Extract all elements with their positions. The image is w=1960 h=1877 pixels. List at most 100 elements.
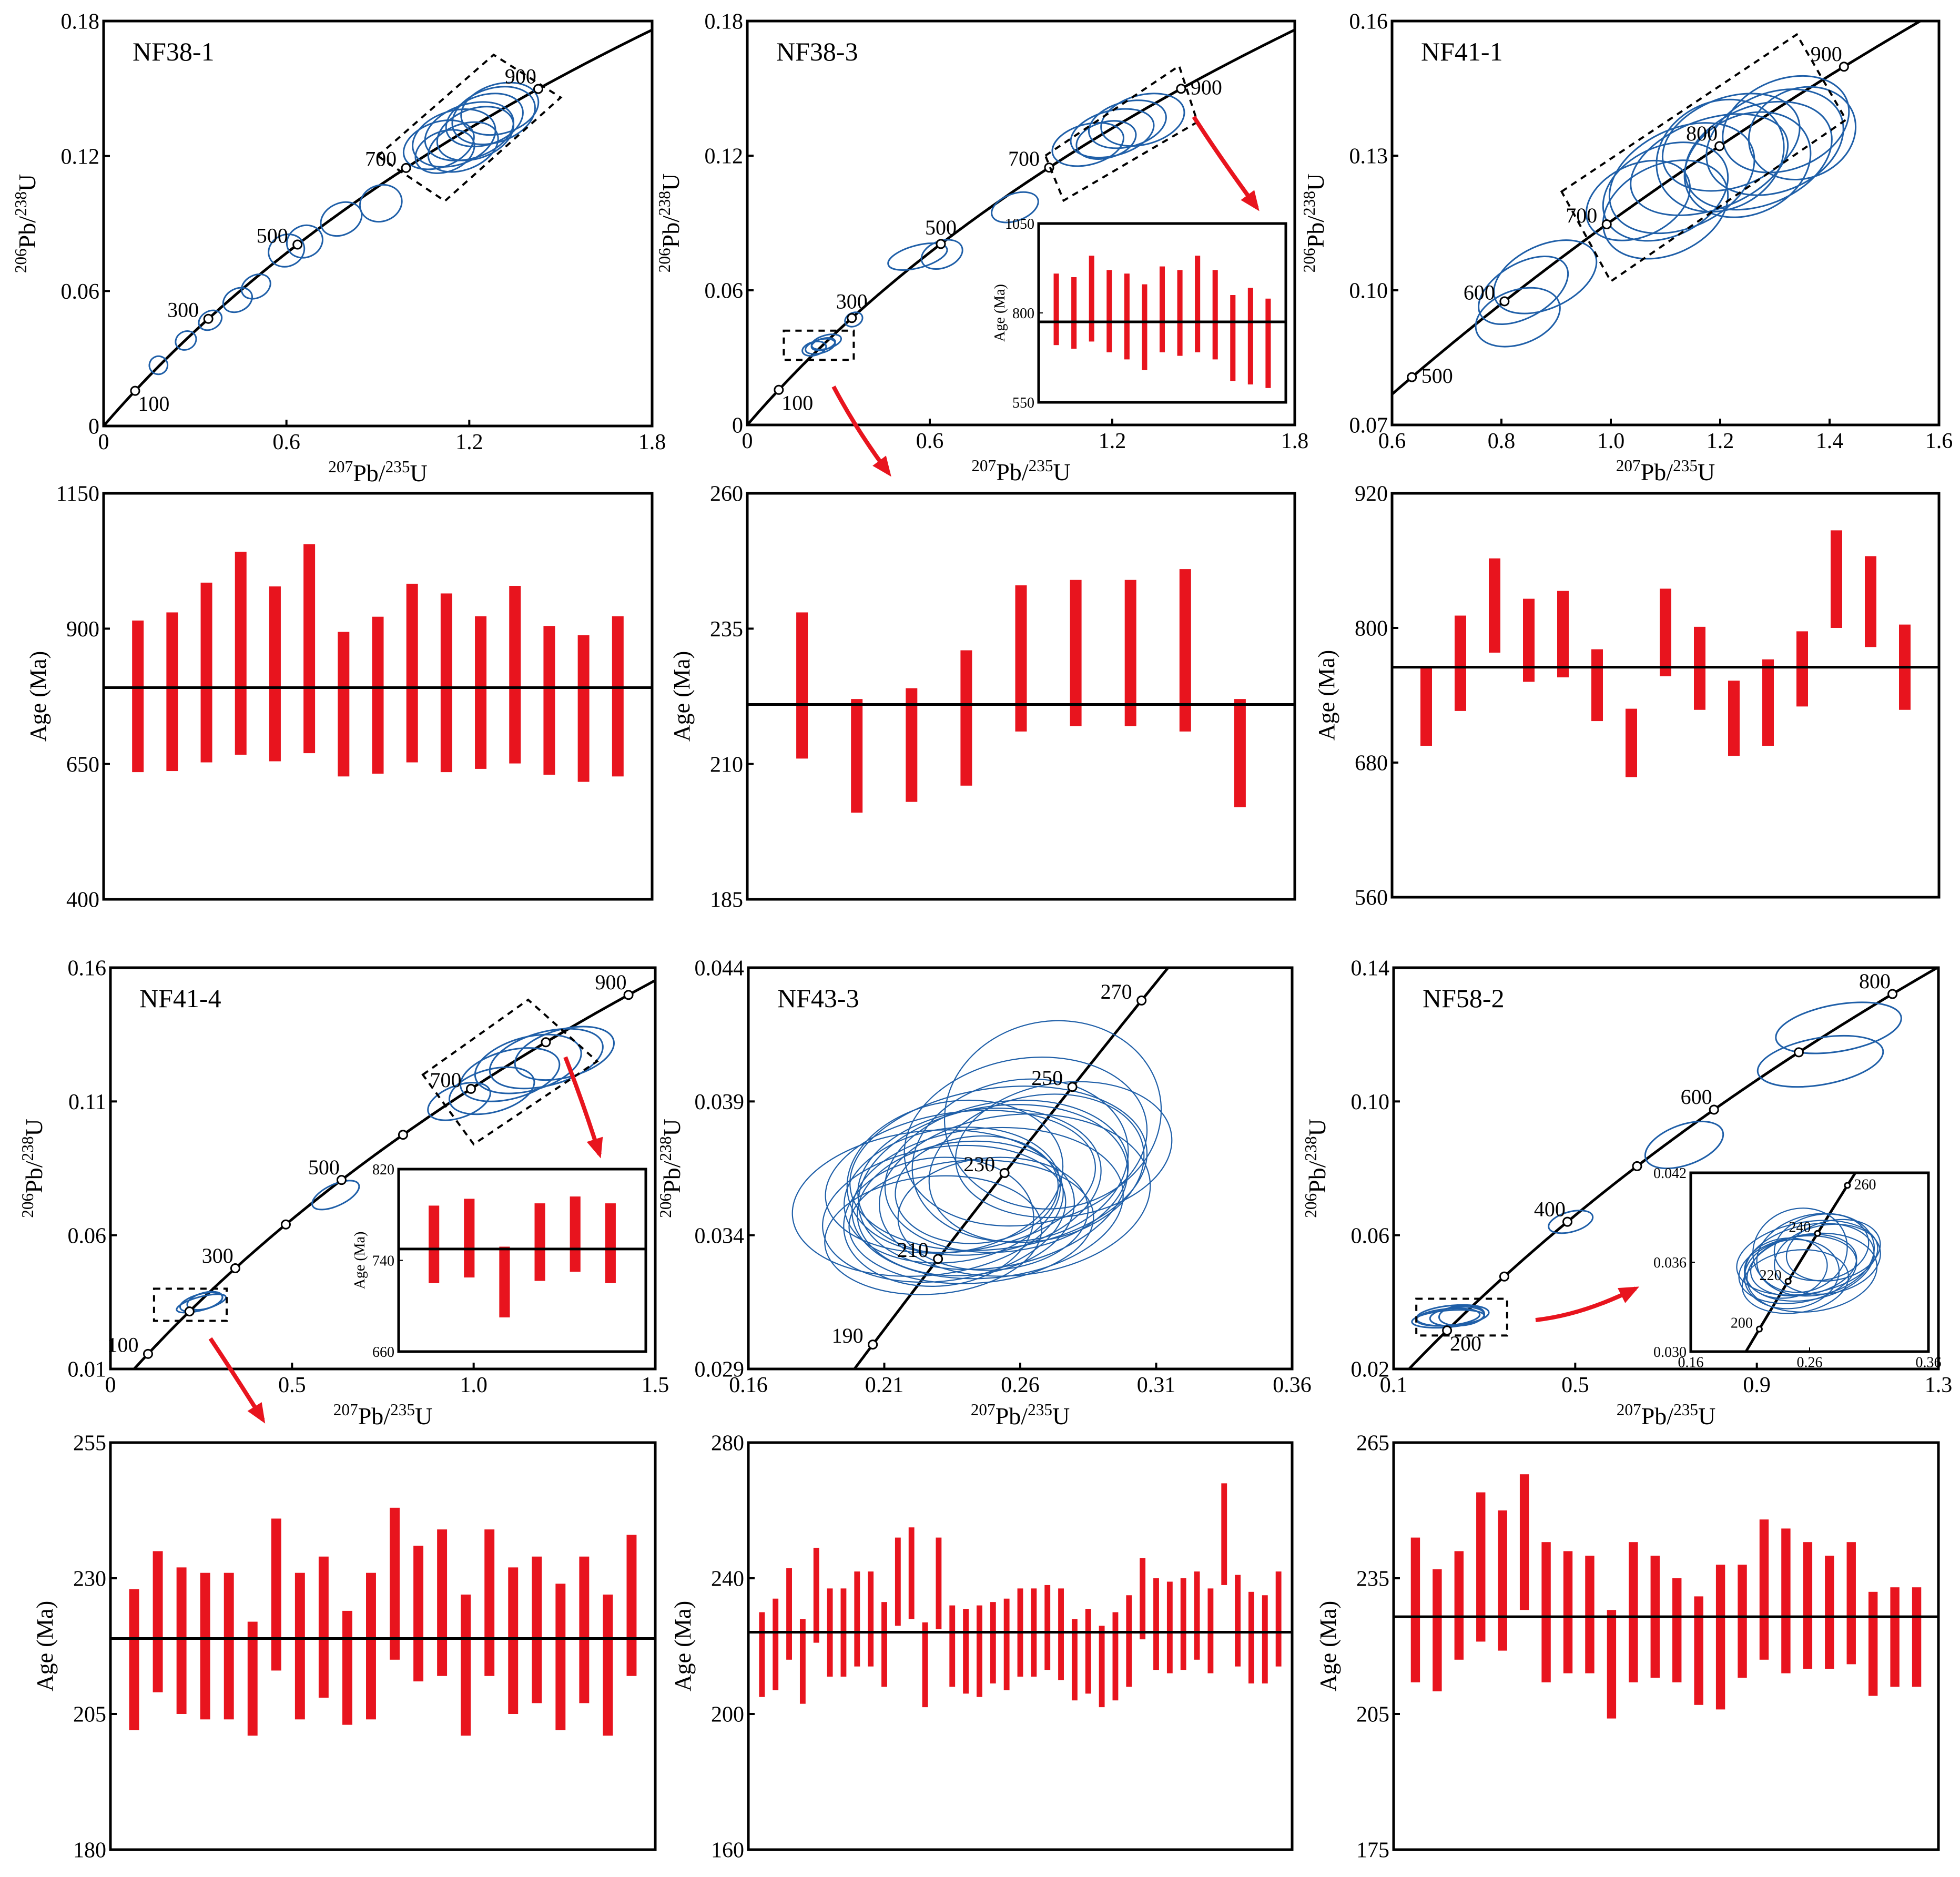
isotope-mass-number: 207 <box>971 1401 996 1419</box>
error-ellipse <box>1785 1219 1881 1282</box>
age-error-bar <box>612 616 624 777</box>
age-marker <box>868 1340 878 1350</box>
x-tick-label: 0.36 <box>1916 1354 1942 1371</box>
age-error-bar <box>464 1199 475 1278</box>
age-error-bar <box>129 1589 139 1730</box>
error-ellipse <box>991 191 1039 224</box>
age-marker <box>1562 1216 1572 1227</box>
age-error-bar <box>1180 1578 1186 1670</box>
error-ellipse <box>1644 1120 1724 1170</box>
age-marker <box>336 1175 347 1185</box>
dashed-selection-box <box>1415 1297 1508 1337</box>
age-marker <box>695 3 704 12</box>
age-error-bar <box>200 1572 210 1720</box>
nf38-1-concordia-panel: 00.060.120.180 0.6 1.2 1.8100300500700900NF… <box>12 3 704 486</box>
y-tick-label: 0.14 <box>1351 957 1390 981</box>
age-marker <box>1839 62 1849 72</box>
y-axis-label: 206Pb/238U <box>1302 1119 1331 1217</box>
y-tick-label: 0 <box>88 415 99 439</box>
isotope-symbol: U <box>657 174 684 191</box>
y-axis-label: Age (Ma) <box>32 1601 58 1691</box>
age-error-bar <box>318 1556 329 1698</box>
age-error-bar <box>475 616 487 769</box>
error-ellipse <box>1736 1220 1878 1296</box>
isotope-mass-number: 207 <box>1617 1401 1641 1419</box>
y-tick-label: 280 <box>711 1432 744 1456</box>
age-error-bar <box>1058 1588 1064 1680</box>
x-tick-label: 1.2 <box>455 430 483 454</box>
error-ellipse <box>1744 1239 1840 1310</box>
age-marker <box>1794 1047 1804 1058</box>
age-error-bar <box>532 1556 542 1703</box>
age-label: 700 <box>430 1068 461 1092</box>
age-error-bar <box>1071 1619 1078 1701</box>
age-error-bar <box>936 1537 942 1629</box>
isotope-mass-number: 206 <box>1300 248 1318 272</box>
error-ellipse <box>222 287 253 313</box>
isotope-symbol: Pb/ <box>358 1403 391 1429</box>
age-marker <box>623 990 634 1000</box>
age-error-bar <box>390 1507 400 1660</box>
error-ellipse <box>460 1047 561 1102</box>
age-error-bar <box>1015 585 1027 732</box>
age-error-bar <box>1265 298 1271 388</box>
age-error-bar <box>499 1246 510 1317</box>
age-error-bar <box>1275 1571 1282 1667</box>
age-error-bar <box>366 1572 376 1720</box>
age-error-bar <box>1112 1612 1119 1701</box>
y-tick-label: 0 <box>732 414 743 438</box>
nf41-4-ages-panel: 180 205 230 255 Age (Ma) <box>32 1432 657 1863</box>
panel-title: NF38-1 <box>133 37 215 66</box>
age-error-bar <box>977 1605 982 1697</box>
age-error-bar <box>1071 277 1077 349</box>
isotope-symbol: U <box>21 1119 47 1136</box>
dashed-selection-box <box>376 53 563 202</box>
age-error-bar <box>570 1196 581 1272</box>
y-tick-label: 260 <box>710 482 743 506</box>
red-arrowhead <box>1618 1286 1640 1303</box>
nf41-1-ages-panel: 560 680 800 920 Age (Ma) <box>1314 482 1941 910</box>
y-tick-label: 560 <box>1355 886 1388 910</box>
age-error-bar <box>508 1567 519 1714</box>
age-error-bar <box>786 1568 792 1660</box>
y-tick-label: 400 <box>66 888 99 912</box>
isotope-mass-number: 238 <box>1302 1137 1320 1161</box>
age-marker <box>401 163 411 173</box>
age-error-bar <box>1825 1556 1834 1669</box>
dashed-selection-box <box>1560 33 1847 283</box>
age-error-bar <box>1454 1551 1464 1660</box>
y-tick-label: 650 <box>66 753 99 777</box>
age-error-bar <box>1235 1575 1241 1667</box>
error-ellipse <box>175 330 197 351</box>
age-error-bar <box>1126 1595 1132 1687</box>
plot-frame <box>102 19 654 428</box>
age-error-bar <box>1865 556 1876 647</box>
isotope-symbol: Pb/ <box>14 216 40 249</box>
isotope-symbol: U <box>1053 459 1070 485</box>
x-tick-label: 1.8 <box>1281 429 1309 453</box>
age-label: 800 <box>1859 969 1891 993</box>
age-marker <box>999 1168 1010 1179</box>
red-arrow <box>1192 115 1259 209</box>
error-ellipse <box>286 224 323 259</box>
age-error-bar <box>1585 1556 1595 1673</box>
age-error-bar <box>1796 631 1808 707</box>
age-label: 260 <box>1854 1176 1876 1193</box>
x-tick-label: 1.2 <box>1707 429 1734 453</box>
age-error-bar <box>1728 681 1740 756</box>
age-error-bar <box>153 1551 163 1692</box>
plot-frame <box>747 1441 1294 1851</box>
concordia-curve <box>1407 968 1938 1369</box>
plot-area <box>747 28 1295 425</box>
age-label: 100 <box>138 392 169 415</box>
age-label: 210 <box>897 1238 929 1262</box>
y-tick-label: 0.18 <box>705 10 744 34</box>
dashed-selection-box <box>1044 64 1199 202</box>
panel-title: NF41-1 <box>1421 37 1503 66</box>
error-ellipse <box>1661 93 1801 192</box>
age-error-bar <box>1247 288 1253 384</box>
x-tick-label: 0 <box>105 1373 116 1397</box>
isotope-symbol: U <box>1052 1403 1070 1429</box>
isotope-symbol: U <box>1302 174 1329 191</box>
red-arrowhead <box>872 455 891 477</box>
